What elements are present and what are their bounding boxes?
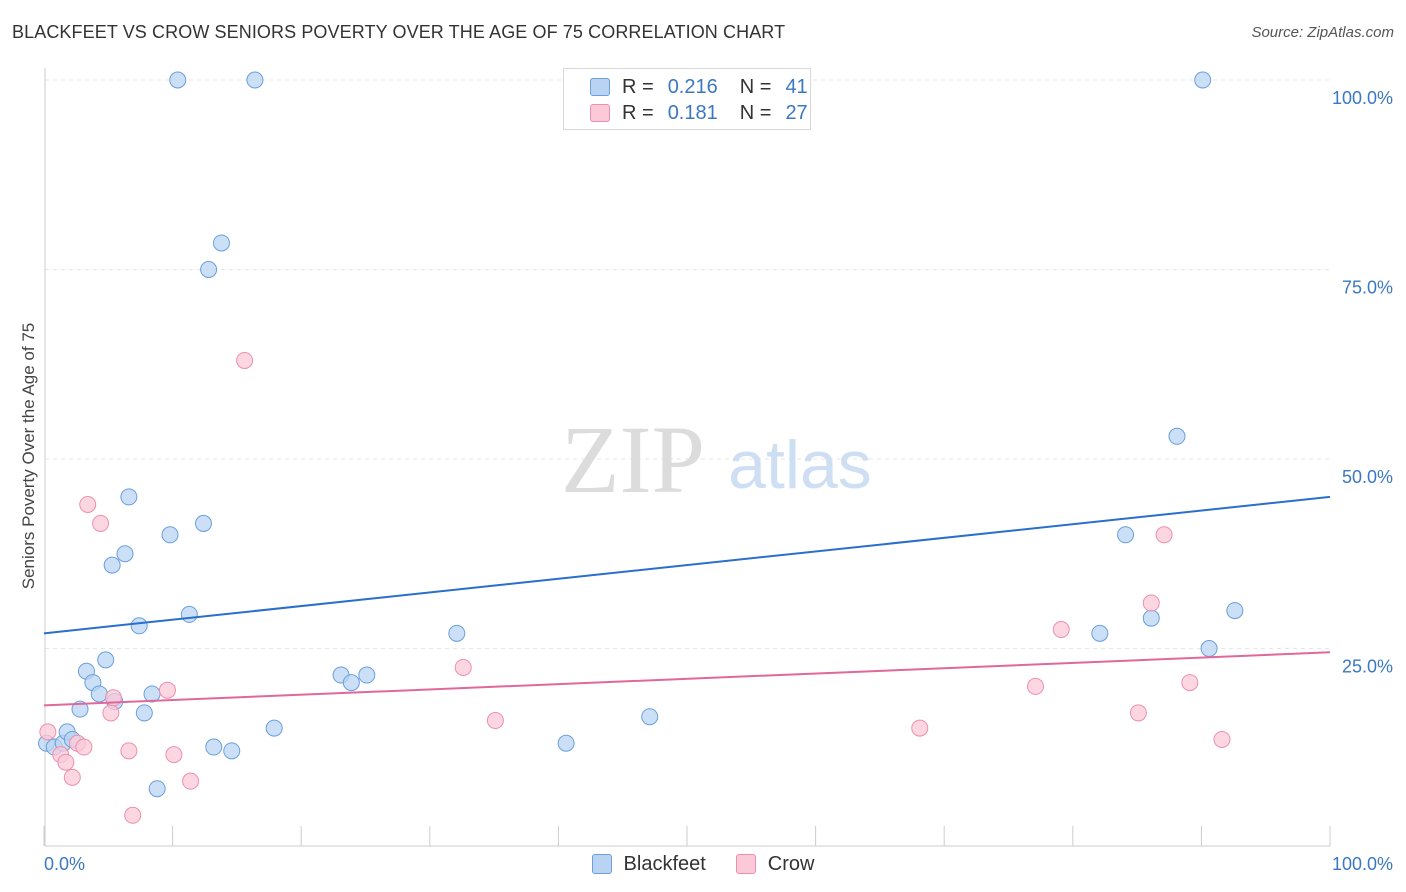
crow-point [182, 772, 200, 790]
blackfeet-point [1168, 427, 1186, 445]
n-label: N = [739, 75, 772, 98]
y-tick-label: 100.0% [1332, 88, 1393, 108]
crow-point [39, 723, 57, 741]
blackfeet-point [116, 545, 134, 563]
crow-point [124, 806, 142, 824]
n-value: 41 [785, 75, 808, 98]
blackfeet-point [120, 488, 138, 506]
blackfeet-point [97, 651, 115, 669]
points-layer [38, 71, 1244, 824]
crow-point [236, 351, 254, 369]
blackfeet-point [1226, 602, 1244, 620]
r-label: R = [622, 75, 654, 98]
blackfeet-point [194, 514, 212, 532]
n-label: N = [739, 101, 772, 124]
blackfeet-swatch [590, 78, 610, 96]
blackfeet-point [71, 700, 89, 718]
series-legend: Blackfeet Crow [0, 850, 1406, 878]
source-label: Source: ZipAtlas.com [1251, 24, 1394, 41]
axis-layer [43, 68, 1331, 847]
blackfeet-point [246, 71, 264, 89]
crow-point [1155, 526, 1173, 544]
crow-point [63, 768, 81, 786]
crow-point [79, 495, 97, 513]
blackfeet-point [358, 666, 376, 684]
crow-point [92, 514, 110, 532]
watermark: ZIP atlas [561, 406, 872, 513]
y-tick-label: 25.0% [1342, 657, 1393, 677]
x-tick-label: 100.0% [1332, 854, 1393, 874]
crow-point [486, 712, 504, 730]
blackfeet-point [1117, 526, 1135, 544]
crow-point [1027, 677, 1045, 695]
blackfeet-point [1200, 640, 1218, 657]
y-axis-label: Seniors Poverty Over the Age of 75 [19, 323, 38, 589]
crow-point [102, 704, 120, 722]
blackfeet-point [200, 261, 218, 278]
r-value: 0.181 [667, 101, 718, 124]
x-tick-label: 0.0% [44, 854, 85, 874]
watermark-zip: ZIP [561, 406, 705, 513]
legend-label-crow: Crow [767, 852, 815, 875]
legend-row-blackfeet: R = 0.216 N = 41 [590, 74, 808, 100]
label-layer: 25.0% 50.0% 75.0% 100.0% 0.0% 100.0% Seniors P… [19, 88, 1393, 874]
legend-label-blackfeet: Blackfeet [623, 852, 706, 875]
legend-item-blackfeet: Blackfeet [591, 852, 706, 876]
blackfeet-point [212, 234, 230, 252]
legend-row-crow: R = 0.181 N = 27 [590, 100, 808, 126]
crow-swatch [735, 854, 756, 874]
blackfeet-point [1142, 609, 1160, 627]
crow-point [1142, 594, 1160, 612]
crow-point [75, 738, 93, 756]
crow-point [454, 658, 472, 676]
crow-point [57, 753, 75, 771]
blackfeet-point [130, 617, 148, 635]
blackfeet-point [205, 738, 223, 756]
crow-point [1181, 674, 1199, 692]
crow-swatch [590, 104, 610, 122]
blackfeet-swatch [591, 854, 612, 874]
r-label: R = [622, 101, 654, 124]
crow-point [120, 742, 138, 760]
blackfeet-point [641, 708, 659, 726]
blackfeet-point [448, 624, 466, 642]
blackfeet-point [103, 556, 121, 574]
crow-point [158, 681, 176, 699]
correlation-legend: R = 0.216 N = 41 R = 0.181 N = 27 [563, 68, 811, 130]
blackfeet-point [557, 734, 575, 752]
blackfeet-point [342, 674, 360, 692]
blackfeet-point [180, 605, 198, 623]
y-tick-label: 75.0% [1342, 278, 1393, 298]
blackfeet-point [148, 780, 166, 798]
n-value: 27 [785, 101, 808, 124]
blackfeet-point [223, 742, 241, 760]
blackfeet-point [161, 526, 179, 544]
crow-point [1129, 704, 1147, 722]
blackfeet-point [1194, 71, 1212, 89]
blackfeet-point [169, 71, 187, 89]
blackfeet-point [135, 704, 153, 722]
blackfeet-trend-line [43, 495, 1331, 635]
legend-item-crow: Crow [735, 852, 815, 876]
crow-trend-line [43, 651, 1331, 707]
watermark-atlas: atlas [728, 427, 872, 503]
crow-point [165, 746, 183, 764]
blackfeet-point [1091, 624, 1109, 642]
blackfeet-point [265, 719, 283, 737]
trend-layer [43, 495, 1331, 707]
crow-point [1052, 621, 1070, 639]
blackfeet-point [90, 685, 108, 703]
crow-point [1213, 730, 1231, 748]
crow-point [911, 719, 929, 737]
blackfeet-point [143, 685, 161, 703]
y-tick-label: 50.0% [1342, 467, 1393, 487]
r-value: 0.216 [667, 75, 718, 98]
chart-title: BLACKFEET VS CROW SENIORS POVERTY OVER T… [12, 22, 786, 42]
